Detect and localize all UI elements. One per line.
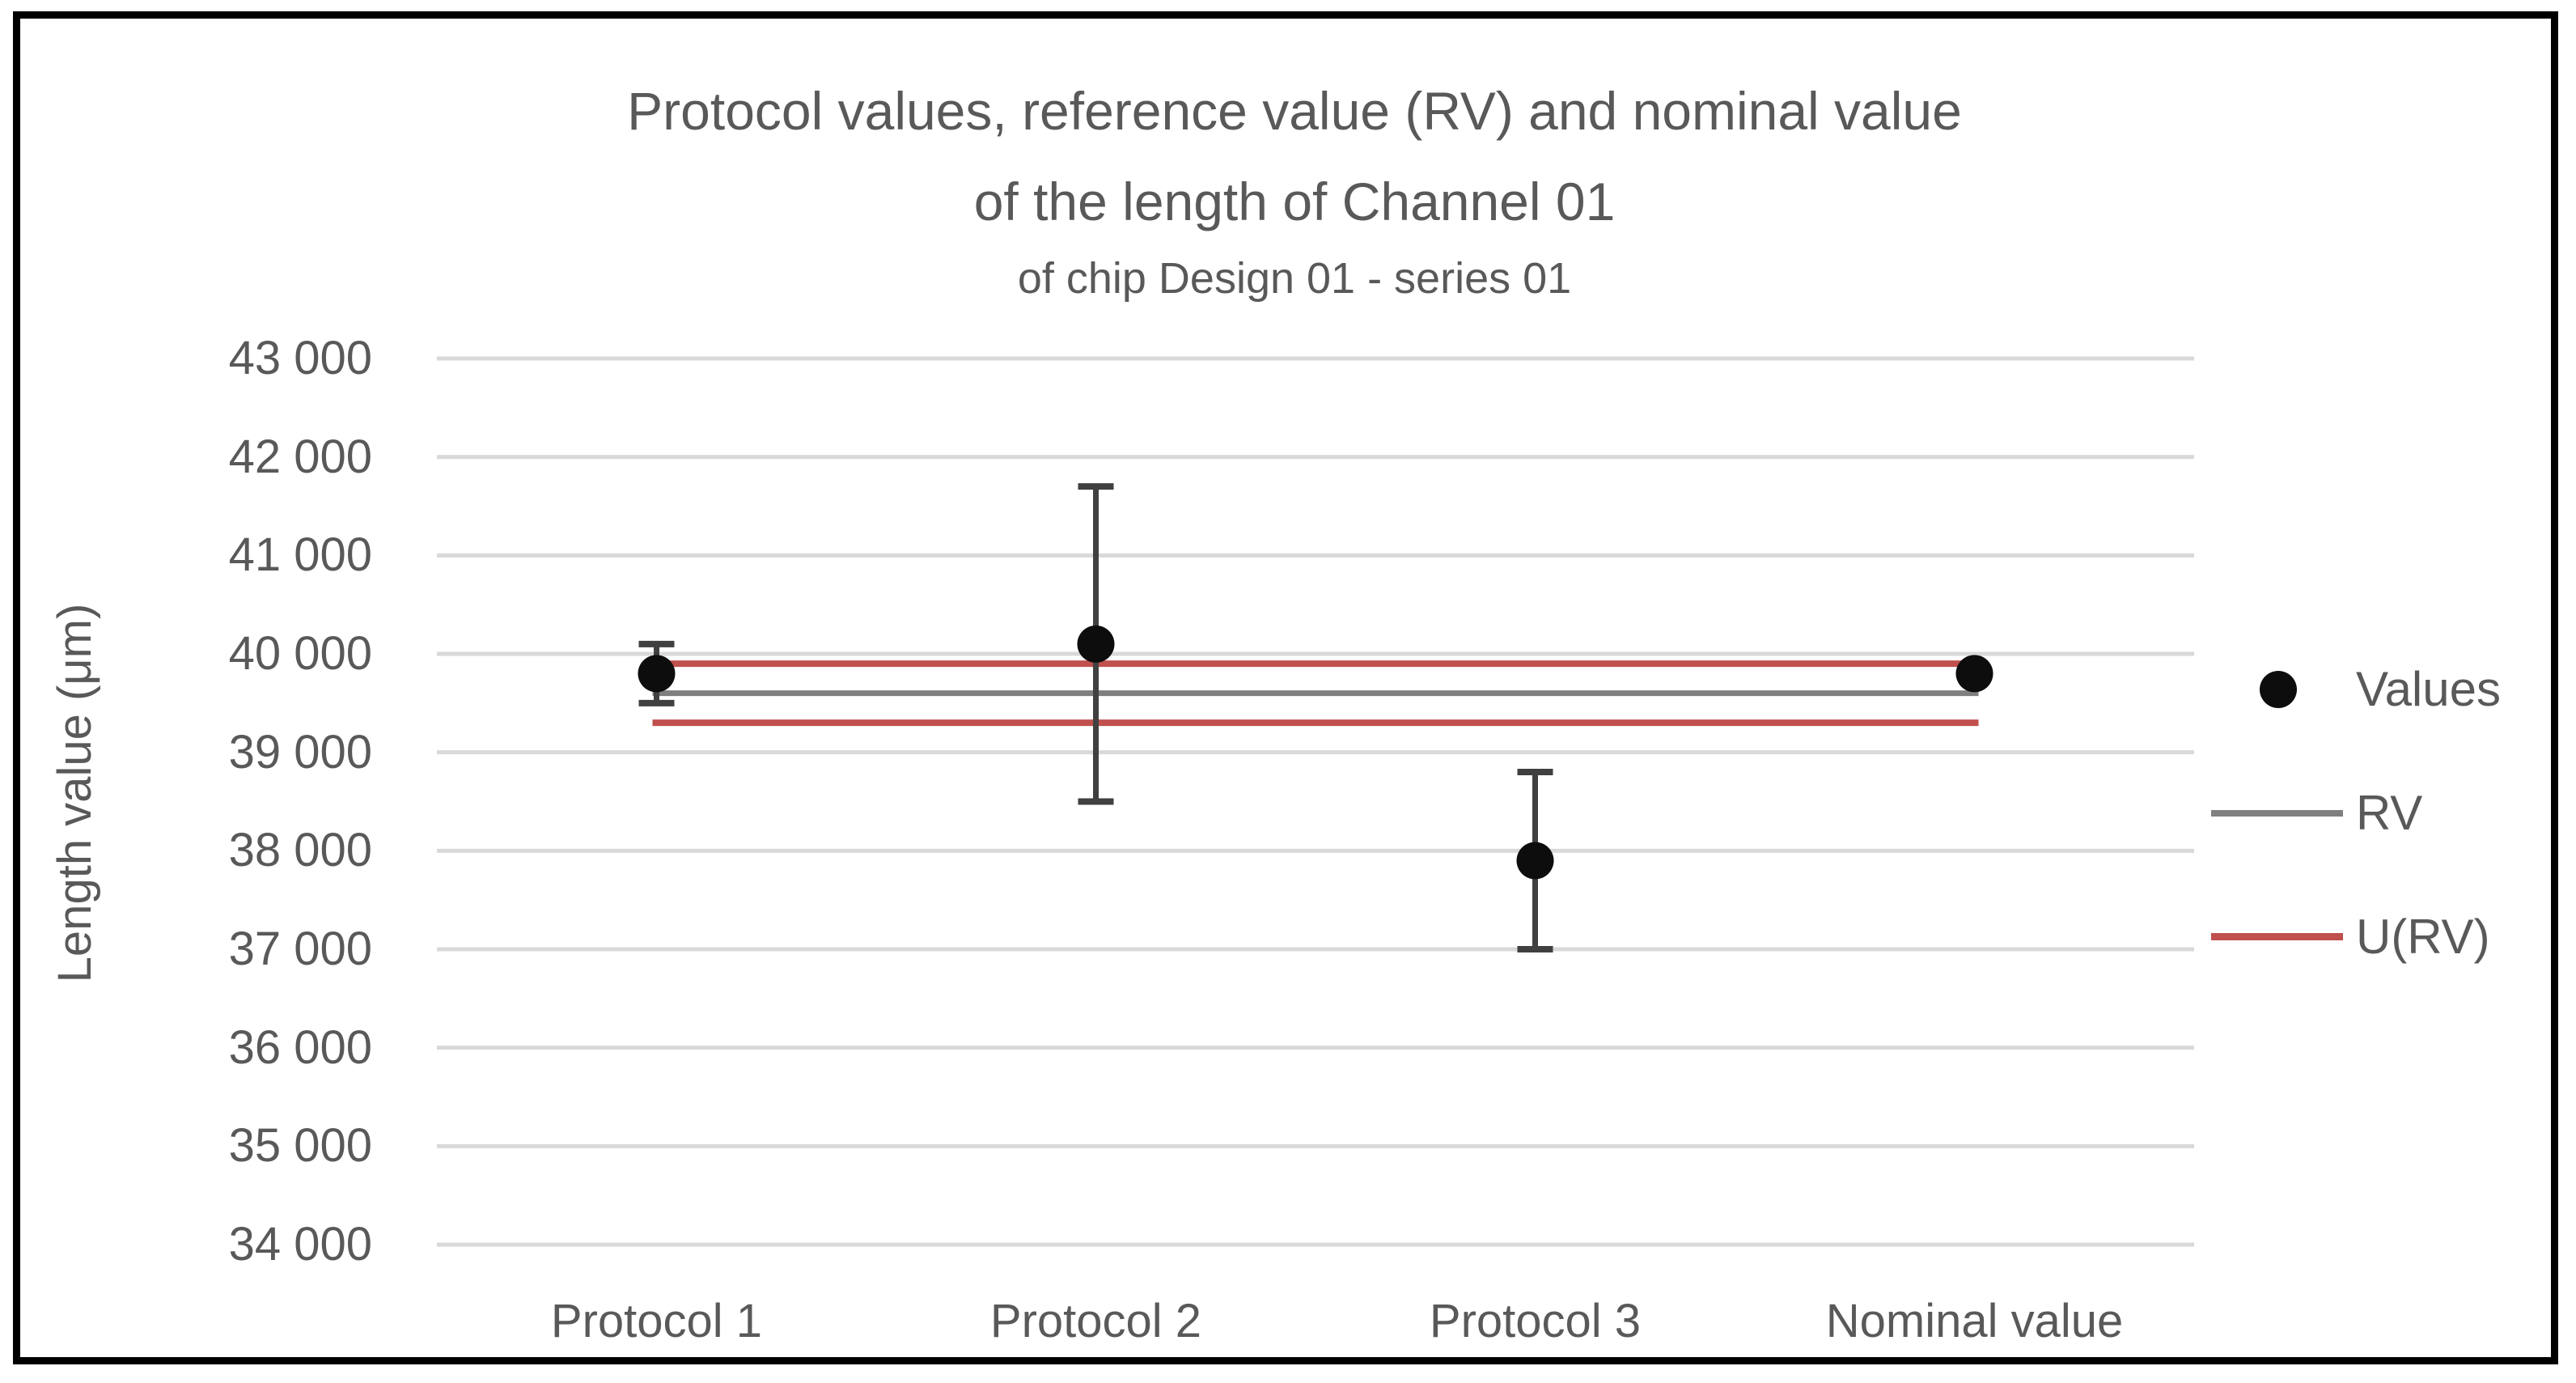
data-point-protocol-1	[638, 655, 676, 693]
legend-label-rv: RV	[2356, 786, 2423, 840]
y-tick-label-36000: 36 000	[228, 1020, 372, 1074]
chart-subtitle: of chip Design 01 - series 01	[1017, 254, 1572, 303]
y-tick-label-40000: 40 000	[228, 627, 372, 680]
y-tick-label-43000: 43 000	[228, 332, 372, 384]
legend-values-marker-icon	[2260, 671, 2297, 708]
legend-label-urv: U(RV)	[2356, 910, 2490, 964]
legend-label-values: Values	[2356, 662, 2502, 716]
legend-urv-line-icon	[2211, 933, 2343, 940]
y-tick-label-34000: 34 000	[228, 1218, 372, 1271]
y-tick-label-37000: 37 000	[228, 923, 372, 975]
y-tick-label-39000: 39 000	[228, 725, 372, 778]
y-tick-label-35000: 35 000	[228, 1119, 372, 1173]
x-category-label-protocol-3: Protocol 3	[1429, 1295, 1642, 1347]
data-point-protocol-3	[1516, 842, 1554, 880]
y-tick-label-42000: 42 000	[228, 430, 372, 483]
y-tick-label-41000: 41 000	[228, 528, 372, 582]
y-tick-label-38000: 38 000	[228, 824, 372, 877]
chart-title-line-2: of the length of Channel 01	[973, 172, 1616, 231]
x-category-label-nominal-value: Nominal value	[1825, 1295, 2124, 1347]
chart-title-line-1: Protocol values, reference value (RV) an…	[627, 81, 1962, 141]
x-category-label-protocol-2: Protocol 2	[989, 1295, 1202, 1347]
x-category-label-protocol-1: Protocol 1	[550, 1295, 763, 1347]
data-point-nominal-value	[1955, 655, 1993, 693]
legend-rv-line-icon	[2211, 810, 2343, 817]
data-point-protocol-2	[1077, 625, 1115, 663]
